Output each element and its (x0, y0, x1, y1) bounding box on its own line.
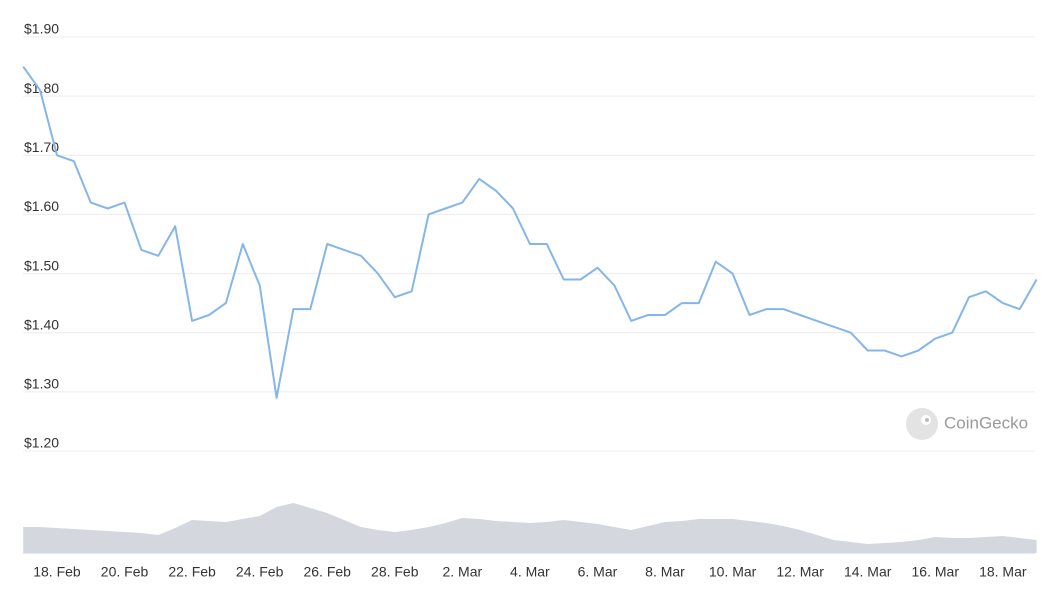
x-tick-label: 6. Mar (578, 564, 618, 580)
y-tick-label: $1.60 (24, 198, 59, 214)
x-tick-label: 12. Mar (776, 564, 824, 580)
x-tick-label: 22. Feb (168, 564, 216, 580)
x-tick-label: 26. Feb (303, 564, 351, 580)
y-tick-label: $1.40 (24, 316, 59, 332)
x-tick-label: 4. Mar (510, 564, 550, 580)
volume-area (23, 503, 1037, 553)
y-tick-label: $1.50 (24, 257, 59, 273)
x-tick-label: 2. Mar (442, 564, 482, 580)
x-tick-label: 18. Mar (979, 564, 1027, 580)
y-tick-label: $1.30 (24, 376, 59, 392)
y-tick-label: $1.70 (24, 139, 59, 155)
x-tick-label: 8. Mar (645, 564, 685, 580)
y-tick-label: $1.90 (24, 21, 59, 37)
y-tick-label: $1.20 (24, 435, 59, 451)
x-tick-label: 20. Feb (101, 564, 149, 580)
price-line (22, 66, 1038, 399)
x-tick-label: 24. Feb (236, 564, 284, 580)
y-tick-label: $1.80 (24, 80, 59, 96)
x-tick-label: 10. Mar (709, 564, 757, 580)
x-tick-label: 28. Feb (371, 564, 419, 580)
x-tick-label: 16. Mar (912, 564, 960, 580)
watermark: CoinGecko (944, 413, 1028, 432)
x-tick-label: 14. Mar (844, 564, 892, 580)
x-tick-label: 18. Feb (33, 564, 81, 580)
watermark-logo (906, 408, 938, 440)
